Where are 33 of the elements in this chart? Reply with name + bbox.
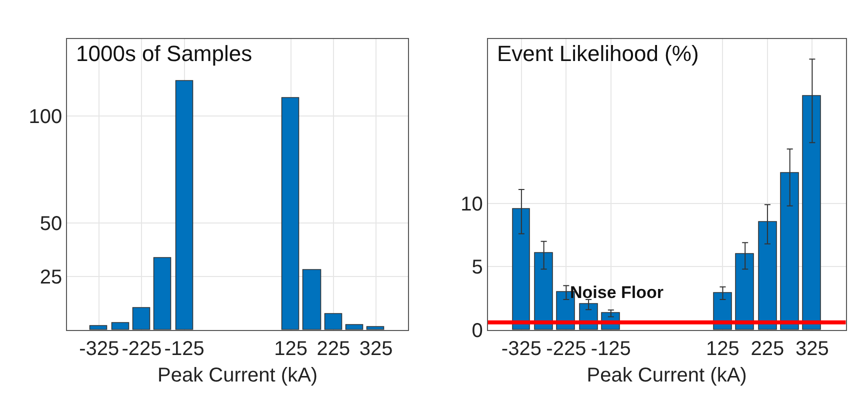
x-tick-label: -325 [501,338,542,360]
x-tick-label: -125 [164,338,204,360]
y-tick-label: 50 [40,212,62,235]
bar [324,313,342,330]
bar [281,97,300,330]
y-tick-label: 0 [472,320,483,342]
y-tick-label: 25 [40,266,62,288]
bar [132,307,150,330]
x-tick-label: -225 [122,338,162,360]
x-tick-label: 225 [316,338,350,360]
x-tick-label: 325 [796,338,829,360]
chart-title: 1000s of Samples [76,41,252,66]
bar [366,326,384,330]
bar [175,80,194,330]
y-tick-label: 10 [460,193,483,216]
ref-line-label: Noise Floor [570,283,664,302]
x-tick-label: -325 [79,338,120,360]
bar [153,257,172,330]
x-tick-label: 225 [750,338,784,360]
x-tick-label: 125 [706,338,740,360]
x-tick-label: 125 [274,338,308,360]
y-tick-label: 100 [28,106,62,128]
x-axis-title: Peak Current (kA) [586,364,747,386]
chart-title: Event Likelihood (%) [497,41,699,66]
bar [89,325,108,330]
bar [302,269,322,330]
y-tick-label: 5 [472,256,483,279]
x-tick-label: -125 [590,338,631,360]
bar [111,322,130,330]
x-tick-label: -225 [546,338,586,360]
bar [345,324,364,330]
x-axis-title: Peak Current (kA) [158,364,318,386]
x-tick-label: 325 [359,338,393,360]
